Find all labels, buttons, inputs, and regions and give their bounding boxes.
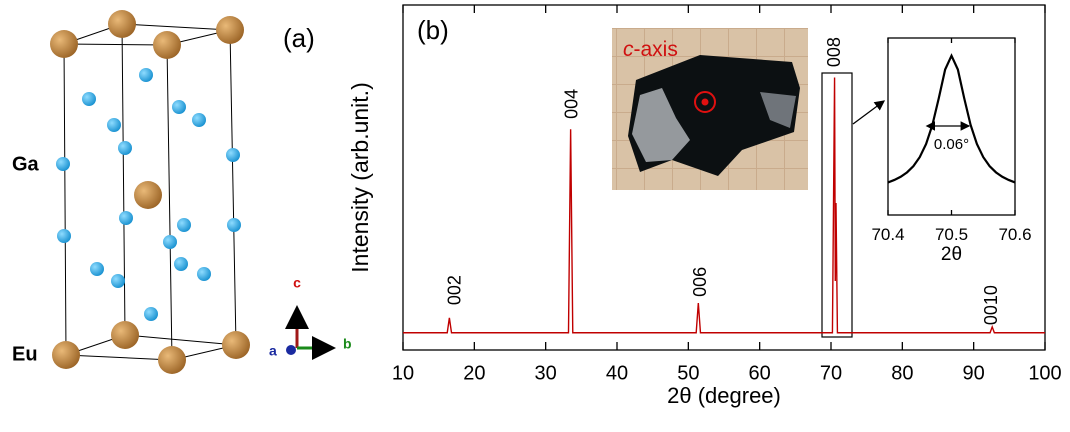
x-tick-label: 70.4 xyxy=(871,225,904,244)
highlight-box xyxy=(821,72,853,338)
x-tick-label: 40 xyxy=(606,362,628,384)
atom-label: Eu xyxy=(12,343,38,365)
x-tick-label: 20 xyxy=(463,362,485,384)
peak-label: 008 xyxy=(824,37,844,67)
photo-label-rest: -axis xyxy=(634,38,678,61)
x-tick-label: 60 xyxy=(749,362,771,384)
x-tick-label: 90 xyxy=(963,362,985,384)
x-tick-label: 80 xyxy=(891,362,913,384)
x-tick-label: 30 xyxy=(535,362,557,384)
crystal-structure: (a) Ga Eu c a b xyxy=(12,10,352,374)
annotation: 0.06° xyxy=(934,136,969,153)
x-axis-label: 2θ (degree) xyxy=(667,383,781,408)
peak-label: 002 xyxy=(445,275,465,305)
x-tick-label: 10 xyxy=(392,362,414,384)
peak-label: 006 xyxy=(690,267,710,297)
data-line xyxy=(887,53,1016,184)
x-tick-label: 50 xyxy=(677,362,699,384)
y-axis-label: Intensity (arb.unit.) xyxy=(347,82,373,272)
axis-label: a xyxy=(269,343,277,359)
x-tick-label: 70.6 xyxy=(998,225,1031,244)
x-tick-label: 70 xyxy=(820,362,842,384)
x-axis-label: 2θ xyxy=(941,244,962,265)
data-line xyxy=(403,77,1045,334)
photo-label-italic: c xyxy=(623,38,634,61)
x-tick-label: 70.5 xyxy=(935,225,968,244)
axis-label: c xyxy=(293,275,301,291)
sample-photo: c-axis xyxy=(612,28,808,190)
peak-label: 0010 xyxy=(981,285,1001,325)
plot-frame xyxy=(402,4,1046,351)
panel-label: (a) xyxy=(283,23,315,53)
axis-label: b xyxy=(343,336,352,352)
panel-label: (b) xyxy=(417,15,449,45)
atom-label: Ga xyxy=(12,153,40,175)
photo-label: c-axis xyxy=(623,38,678,61)
zoom-arrow xyxy=(852,100,886,125)
x-tick-label: 100 xyxy=(1028,362,1061,384)
peak-label: 004 xyxy=(562,89,582,119)
